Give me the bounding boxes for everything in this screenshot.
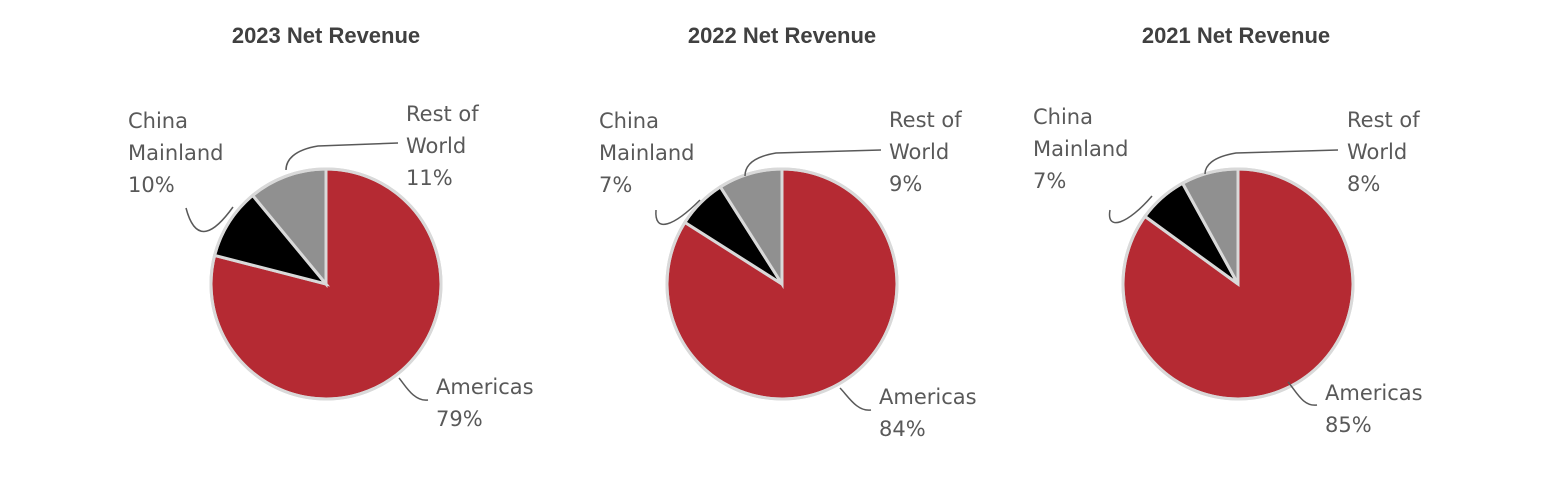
leader-line-americas (839, 387, 872, 411)
chart-title: 2023 Net Revenue (232, 23, 420, 48)
slice-label-name: Rest of (406, 102, 479, 126)
pie-chart-2: 2022 Net Revenue Americas 84% China Mainland… (599, 23, 977, 441)
slice-label-name: Americas (879, 385, 977, 409)
slice-label-name: World (889, 140, 949, 164)
slice-label-name: Mainland (1033, 137, 1128, 161)
pie-outline (209, 167, 443, 401)
slice-label-name: World (406, 134, 466, 158)
slice-label-value: 79% (436, 407, 483, 431)
pie-chart-3: 2021 Net Revenue Americas 85% China Mainland… (1033, 23, 1423, 437)
slice-label-value: 7% (1033, 169, 1066, 193)
slice-label-name: Americas (1325, 381, 1423, 405)
chart-title: 2022 Net Revenue (688, 23, 876, 48)
slice-label-name: Rest of (889, 108, 962, 132)
slice-label-name: China (1033, 105, 1093, 129)
slice-label-name: Mainland (599, 141, 694, 165)
pie-chart-1: 2023 Net Revenue Americas 79% China Mainland… (128, 23, 534, 431)
leader-line-china-mainland (185, 206, 234, 233)
slice-label-value: 8% (1347, 172, 1380, 196)
slice-label-value: 10% (128, 173, 175, 197)
slice-label-value: 85% (1325, 413, 1372, 437)
slice-label-rest-of-world: Rest of World 9% (889, 108, 962, 196)
chart-title: 2021 Net Revenue (1142, 23, 1330, 48)
slice-label-china-mainland: China Mainland 7% (599, 109, 694, 197)
slice-label-name: Mainland (128, 141, 223, 165)
slice-label-americas: Americas 79% (436, 375, 534, 431)
slice-label-value: 7% (599, 173, 632, 197)
slice-label-americas: Americas 84% (879, 385, 977, 441)
leader-line-americas (1287, 381, 1318, 406)
pie-outline (665, 167, 899, 401)
slice-label-rest-of-world: Rest of World 8% (1347, 108, 1420, 196)
slice-label-name: Americas (436, 375, 534, 399)
slice-label-china-mainland: China Mainland 7% (1033, 105, 1128, 193)
leader-line-rest-of-world (744, 149, 882, 177)
slice-label-china-mainland: China Mainland 10% (128, 109, 223, 197)
pie-outline (1121, 167, 1355, 401)
leader-line-china-mainland (655, 199, 701, 226)
slice-label-rest-of-world: Rest of World 11% (406, 102, 479, 190)
leader-line-rest-of-world (1204, 149, 1339, 175)
slice-label-americas: Americas 85% (1325, 381, 1423, 437)
slice-label-name: Rest of (1347, 108, 1420, 132)
slice-label-name: China (128, 109, 188, 133)
slice-label-value: 9% (889, 172, 922, 196)
leader-line-china-mainland (1108, 195, 1153, 224)
slice-label-value: 11% (406, 166, 453, 190)
slice-label-name: World (1347, 140, 1407, 164)
leader-line-americas (398, 377, 429, 401)
leader-line-rest-of-world (285, 142, 399, 171)
slice-label-name: China (599, 109, 659, 133)
slice-label-value: 84% (879, 417, 926, 441)
